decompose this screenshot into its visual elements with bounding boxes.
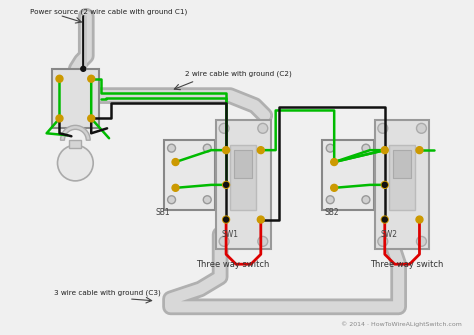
Text: Three way switch: Three way switch xyxy=(370,260,443,269)
Circle shape xyxy=(331,158,337,165)
Circle shape xyxy=(223,216,229,223)
Circle shape xyxy=(219,123,229,133)
Bar xyxy=(216,120,271,249)
Circle shape xyxy=(381,216,388,223)
Text: Three way switch: Three way switch xyxy=(196,260,270,269)
Circle shape xyxy=(257,216,264,223)
Circle shape xyxy=(172,184,179,191)
Bar xyxy=(52,69,99,128)
Circle shape xyxy=(203,196,211,204)
Circle shape xyxy=(258,123,268,133)
Circle shape xyxy=(326,144,334,152)
Circle shape xyxy=(258,237,268,246)
Circle shape xyxy=(417,123,427,133)
Circle shape xyxy=(223,147,229,154)
Text: SW1: SW1 xyxy=(221,230,238,240)
Circle shape xyxy=(326,196,334,204)
Circle shape xyxy=(417,237,427,246)
Text: SW2: SW2 xyxy=(380,230,397,240)
Circle shape xyxy=(383,217,387,222)
Circle shape xyxy=(88,115,95,122)
Circle shape xyxy=(381,181,388,188)
Bar xyxy=(234,150,252,178)
Circle shape xyxy=(56,115,63,122)
Circle shape xyxy=(223,181,229,188)
Circle shape xyxy=(57,145,93,181)
Circle shape xyxy=(383,182,387,187)
Circle shape xyxy=(416,147,423,154)
Bar xyxy=(69,140,82,148)
Bar xyxy=(164,140,215,210)
Circle shape xyxy=(219,237,229,246)
Circle shape xyxy=(224,217,228,222)
Bar xyxy=(389,145,415,210)
Circle shape xyxy=(168,196,175,204)
Circle shape xyxy=(81,66,86,71)
Text: SB1: SB1 xyxy=(155,208,170,217)
Text: © 2014 · HowToWireALightSwitch.com: © 2014 · HowToWireALightSwitch.com xyxy=(341,321,462,327)
Text: SB2: SB2 xyxy=(324,208,339,217)
Circle shape xyxy=(362,144,370,152)
Bar xyxy=(375,120,429,249)
Circle shape xyxy=(257,147,264,154)
Circle shape xyxy=(172,158,179,165)
Circle shape xyxy=(381,147,388,154)
Circle shape xyxy=(168,144,175,152)
Circle shape xyxy=(203,144,211,152)
Bar xyxy=(230,145,256,210)
Circle shape xyxy=(416,216,423,223)
Bar xyxy=(392,150,410,178)
Circle shape xyxy=(224,182,228,187)
Circle shape xyxy=(362,196,370,204)
Circle shape xyxy=(378,237,388,246)
Text: 3 wire cable with ground (C3): 3 wire cable with ground (C3) xyxy=(54,290,160,296)
Circle shape xyxy=(56,75,63,82)
Circle shape xyxy=(331,184,337,191)
Wedge shape xyxy=(61,125,90,140)
Bar xyxy=(322,140,374,210)
Text: Power source (2 wire cable with ground C1): Power source (2 wire cable with ground C… xyxy=(30,8,187,15)
Text: 2 wire cable with ground (C2): 2 wire cable with ground (C2) xyxy=(185,71,292,77)
Circle shape xyxy=(88,75,95,82)
Circle shape xyxy=(378,123,388,133)
